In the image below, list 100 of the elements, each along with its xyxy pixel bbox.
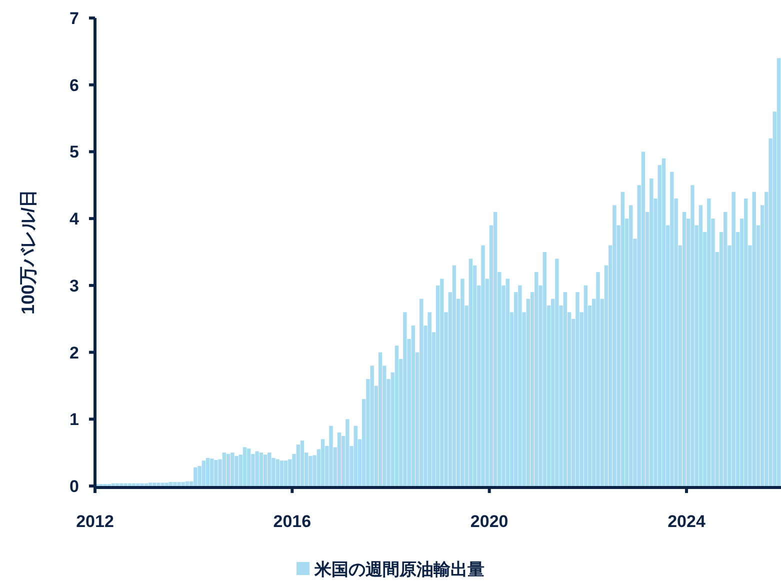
bar [555,258,559,486]
bar [415,352,420,486]
bar [164,482,169,486]
bar [272,458,276,486]
bar [460,278,464,486]
bar [320,439,325,486]
bar [420,298,424,486]
x-tick-label: 2024 [668,512,706,531]
bar [468,258,473,486]
bar [456,298,460,486]
bar [682,212,686,486]
bar [538,285,542,486]
bar [744,198,748,486]
bar [140,483,144,486]
bar [168,482,173,486]
bar [506,278,510,486]
bar [702,232,707,486]
bar [407,338,411,486]
bar [181,482,185,486]
bar [152,482,156,486]
bar [222,452,226,486]
bar [711,218,715,486]
bar [255,451,259,486]
bar [728,245,732,486]
bar [686,218,690,486]
bar [394,346,399,486]
bar [436,285,440,486]
bar [276,459,280,486]
bar [472,265,477,486]
bar [300,440,304,486]
bar [329,426,333,486]
bar [411,326,416,486]
bar [748,245,752,486]
bar [740,218,744,486]
bar [707,198,711,486]
bar [612,205,616,486]
bar [481,245,485,486]
bar [650,178,654,486]
bar [637,185,641,486]
bar [633,238,637,486]
y-tick-label: 2 [70,343,79,362]
bar [374,386,378,486]
bar [390,372,394,486]
bar [362,399,366,486]
bar [510,312,514,486]
bar [588,305,592,486]
bar [312,455,316,486]
bar [136,483,140,486]
bar [428,312,432,486]
bar [403,312,407,486]
bar [206,458,210,486]
bar [370,366,374,486]
bar [645,212,650,486]
bar [358,439,362,486]
bar [550,298,555,486]
bar [477,285,481,486]
bar [666,225,670,486]
bar [624,218,629,486]
bar [489,225,494,486]
bar [580,312,584,486]
bar [424,326,428,486]
bar [194,467,198,486]
bar [354,426,358,486]
bar [341,436,346,486]
bar [584,285,588,486]
bar [493,212,498,486]
bar [596,272,600,486]
bar [752,192,756,486]
bar [772,112,776,486]
bar [268,452,272,486]
bar [723,212,728,486]
bar [432,332,436,486]
bar [670,172,674,486]
bar [350,446,354,486]
bar [378,352,382,486]
bar [198,466,202,486]
y-tick-label: 3 [70,276,79,296]
bar [382,366,386,486]
bar [654,198,658,486]
bar [559,305,563,486]
bar [398,358,403,486]
bar [230,452,234,486]
bar [658,165,662,486]
bar [284,460,288,486]
bar [715,252,719,486]
bar [280,460,284,486]
bar [542,252,546,486]
bar [518,285,522,486]
bar [210,458,214,486]
bar [674,198,678,486]
y-tick-label: 6 [70,76,79,95]
bar [304,452,308,486]
bar [366,379,370,486]
bar [444,312,448,486]
bar [567,312,572,486]
y-tick-label: 4 [70,210,80,229]
bar [296,444,300,486]
bar [386,379,390,486]
bar [732,192,736,486]
bar [292,454,296,486]
